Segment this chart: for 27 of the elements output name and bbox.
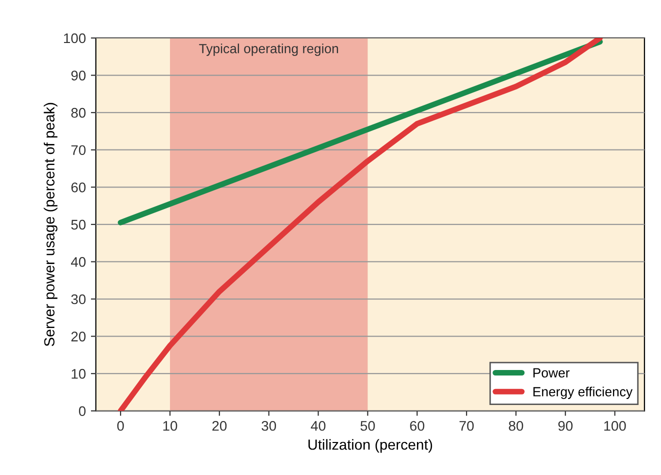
x-axis-title: Utilization (percent) [308,439,432,453]
x-tick-label: 20 [212,420,227,431]
y-tick-label: 30 [71,294,86,304]
y-tick-label: 90 [71,70,86,80]
x-tick-label: 10 [163,420,178,431]
y-tick-label: 50 [71,220,86,230]
x-tick-label: 30 [262,420,276,431]
x-tick-label: 0 [117,420,124,431]
x-tick-label: 100 [604,420,626,431]
x-tick-label: 50 [360,420,375,431]
y-tick-label: 40 [70,257,86,267]
y-tick-label: 70 [71,145,86,156]
y-tick-label: 100 [64,33,86,44]
y-tick-label: 80 [71,108,86,118]
band-label: Typical operating region [199,44,338,56]
x-tick-label: 70 [460,420,474,431]
y-axis-title: Server power usage (percent of peak) [44,102,58,346]
x-tick-label: 40 [310,420,326,431]
y-tick-label: 60 [71,182,86,192]
x-tick-label: 80 [508,420,524,431]
y-tick-label: 10 [72,368,86,379]
legend-label: Energy efficiency [533,386,633,399]
legend-label: Power [533,368,570,378]
x-tick-label: 60 [410,420,424,431]
x-tick-label: 90 [558,420,573,431]
y-tick-label: 20 [71,332,86,342]
y-tick-label: 0 [78,406,86,416]
